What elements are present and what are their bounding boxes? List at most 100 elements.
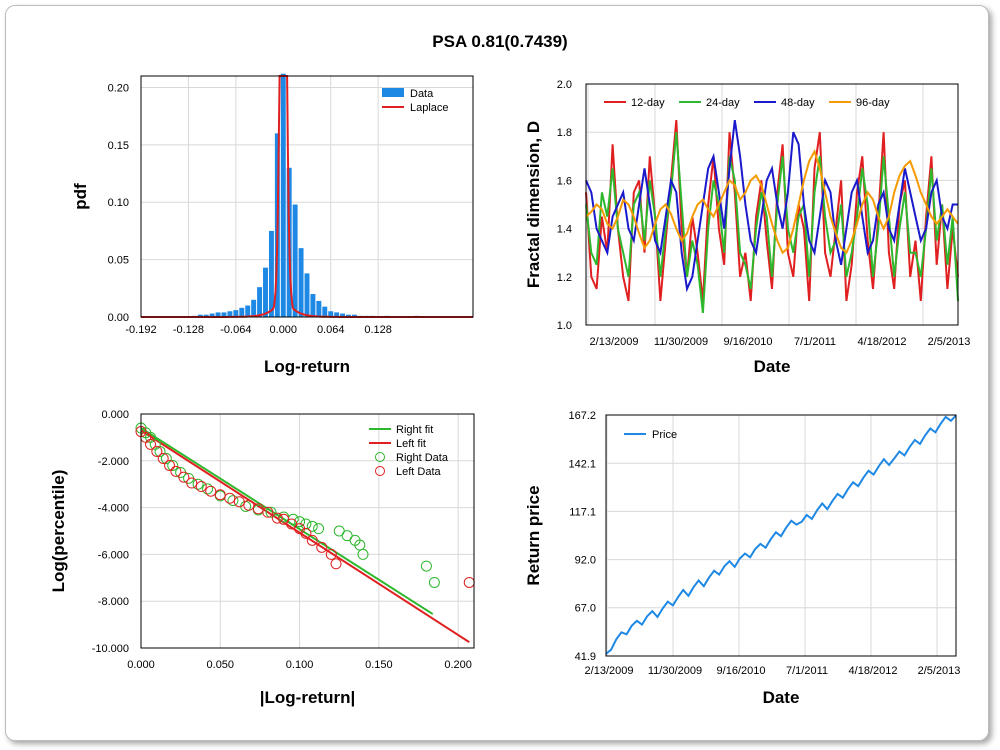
histogram-bar — [245, 305, 251, 317]
chart-frame — [5, 5, 989, 741]
x-axis-label: Date — [754, 357, 791, 376]
histogram-bar — [304, 273, 310, 317]
left-data-point — [164, 459, 176, 471]
y-tick-label: 0.05 — [108, 255, 129, 267]
x-axis-label: Date — [763, 688, 800, 707]
x-tick-label: 0.000 — [127, 659, 155, 671]
y-tick-label: -8.000 — [98, 596, 129, 608]
y-tick-label: 0.20 — [108, 82, 129, 94]
y-tick-label: 1.6 — [557, 175, 572, 187]
x-tick-label: 2/5/2013 — [918, 665, 961, 677]
left-data-point — [330, 558, 342, 570]
y-tick-label: 142.1 — [568, 458, 596, 470]
x-tick-label: 0.100 — [286, 659, 314, 671]
series-line-24-day — [585, 132, 959, 314]
x-tick-label: 2/5/2013 — [928, 336, 971, 348]
legend-label-price: Price — [652, 429, 677, 441]
histogram-bar — [298, 248, 304, 317]
x-tick-label: 4/18/2012 — [849, 665, 898, 677]
y-axis-label: pdf — [71, 183, 90, 210]
histogram-bar — [263, 267, 268, 317]
legend-label: Left fit — [396, 438, 426, 450]
legend-label-48-day: 48-day — [781, 97, 815, 109]
x-tick-label: 2/13/2009 — [590, 336, 639, 348]
y-tick-label: -2.000 — [98, 456, 129, 468]
legend-swatch-data — [382, 88, 404, 97]
right-data-point — [428, 576, 440, 588]
x-tick-label: -0.064 — [220, 324, 251, 336]
y-axis-label: Return price — [524, 485, 543, 585]
right-data-point — [167, 459, 179, 471]
x-tick-label: 9/16/2010 — [724, 336, 773, 348]
right-data-point — [341, 530, 353, 542]
left-data-point — [233, 496, 245, 508]
histogram-bar — [203, 314, 209, 317]
left-data-point — [178, 471, 190, 483]
histogram-bar — [351, 314, 357, 317]
legend-swatch — [375, 452, 385, 462]
y-tick-label: 117.1 — [569, 506, 596, 518]
left-data-point — [286, 518, 298, 530]
left-data-point — [316, 541, 328, 553]
series-line-48-day — [585, 119, 958, 293]
left-data-point — [300, 527, 312, 539]
legend-label-24-day: 24-day — [706, 97, 740, 109]
y-tick-label: 1.0 — [557, 320, 572, 332]
left-data-point — [214, 489, 226, 501]
x-tick-label: 0.050 — [207, 659, 235, 671]
y-tick-label: -4.000 — [98, 503, 129, 515]
histogram-bar — [346, 314, 351, 317]
legend-label: Left Data — [396, 466, 442, 478]
y-tick-label: -6.000 — [98, 549, 129, 561]
histogram-bar — [209, 313, 215, 317]
figure-title: PSA 0.81(0.7439) — [432, 32, 568, 51]
histogram-bar — [227, 311, 233, 317]
plot-frame — [585, 83, 959, 326]
left-data-point — [145, 438, 157, 450]
left-data-point — [151, 445, 163, 457]
x-tick-label: 0.000 — [270, 324, 298, 336]
y-tick-label: 0.15 — [108, 140, 129, 152]
histogram-bar — [239, 307, 245, 317]
left-data-point — [262, 506, 274, 518]
histogram-bar — [197, 314, 203, 317]
y-tick-label: 1.8 — [557, 127, 572, 139]
legend-label-12-day: 12-day — [631, 97, 665, 109]
left-data-point — [271, 512, 283, 524]
x-tick-label: 7/1/2011 — [786, 665, 828, 677]
left-data-point — [195, 481, 207, 493]
plot-frame — [140, 413, 475, 649]
right-data-point — [265, 506, 277, 518]
x-axis-label: |Log-return| — [260, 688, 355, 707]
left-data-point — [205, 485, 217, 497]
histogram-bar — [251, 299, 257, 317]
histogram-bar — [328, 311, 334, 317]
right-data-point — [154, 445, 166, 457]
right-data-point — [192, 478, 204, 490]
left-data-point — [252, 503, 264, 515]
x-tick-label: 4/18/2012 — [858, 336, 907, 348]
legend-label-laplace: Laplace — [410, 102, 449, 114]
x-tick-label: 0.128 — [364, 324, 392, 336]
left-data-point — [463, 576, 475, 588]
price-line — [605, 414, 957, 655]
plot-frame — [605, 414, 957, 657]
left-data-point — [243, 499, 255, 511]
left-data-point — [170, 465, 182, 477]
y-axis-label: Log(percentile) — [49, 470, 68, 593]
left-data-point — [224, 492, 236, 504]
y-tick-label: 67.0 — [575, 603, 596, 615]
x-tick-label: 0.200 — [444, 659, 472, 671]
right-data-point — [357, 548, 369, 560]
x-tick-label: 0.150 — [365, 659, 393, 671]
right-data-point — [420, 560, 432, 572]
left-fit-line — [140, 429, 470, 643]
histogram-bar — [268, 230, 274, 317]
right-data-point — [306, 520, 318, 532]
legend-swatch — [375, 466, 385, 476]
y-tick-label: 2.0 — [557, 79, 572, 91]
legend-label: Right Data — [396, 452, 449, 464]
y-tick-label: -10.000 — [92, 643, 129, 655]
histogram-bar — [233, 310, 239, 317]
y-tick-label: 0.00 — [108, 312, 129, 324]
